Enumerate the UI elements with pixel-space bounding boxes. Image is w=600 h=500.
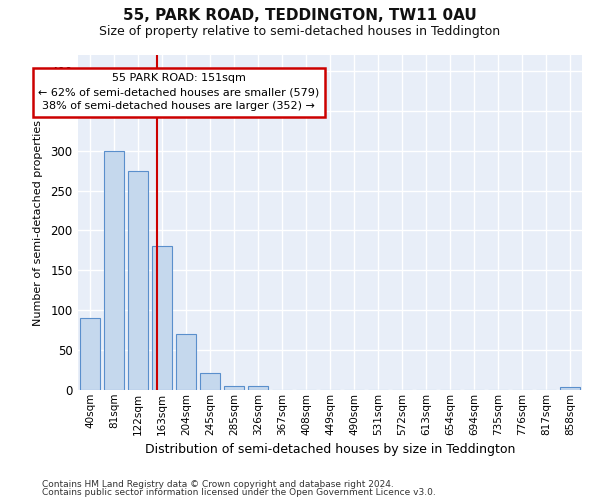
Bar xyxy=(104,150,124,390)
Bar xyxy=(224,386,244,390)
Y-axis label: Number of semi-detached properties: Number of semi-detached properties xyxy=(33,120,43,326)
Text: Contains public sector information licensed under the Open Government Licence v3: Contains public sector information licen… xyxy=(42,488,436,497)
Text: Size of property relative to semi-detached houses in Teddington: Size of property relative to semi-detach… xyxy=(100,25,500,38)
Bar xyxy=(152,246,172,390)
X-axis label: Distribution of semi-detached houses by size in Teddington: Distribution of semi-detached houses by … xyxy=(145,443,515,456)
Bar xyxy=(200,373,220,390)
Text: 55 PARK ROAD: 151sqm
← 62% of semi-detached houses are smaller (579)
38% of semi: 55 PARK ROAD: 151sqm ← 62% of semi-detac… xyxy=(38,74,319,112)
Bar xyxy=(176,334,196,390)
Bar xyxy=(80,318,100,390)
Bar xyxy=(128,170,148,390)
Bar xyxy=(248,386,268,390)
Text: 55, PARK ROAD, TEDDINGTON, TW11 0AU: 55, PARK ROAD, TEDDINGTON, TW11 0AU xyxy=(123,8,477,22)
Text: Contains HM Land Registry data © Crown copyright and database right 2024.: Contains HM Land Registry data © Crown c… xyxy=(42,480,394,489)
Bar xyxy=(560,387,580,390)
